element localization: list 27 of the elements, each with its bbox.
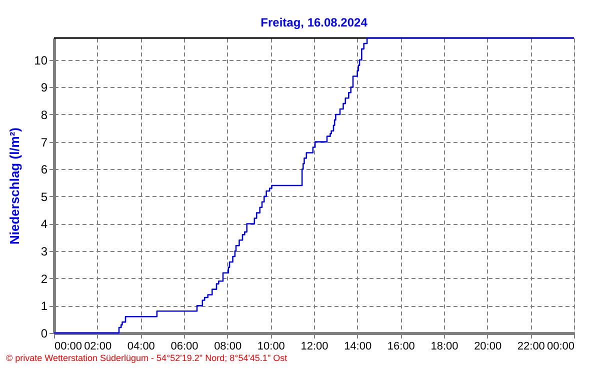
y-tick-label: 10 [34, 53, 48, 68]
y-tick-label: 9 [40, 80, 48, 95]
y-tick-label: 1 [40, 299, 48, 314]
y-tick-label: 3 [40, 244, 48, 259]
x-tick-label: 10:00 [257, 340, 285, 352]
y-tick-label: 5 [40, 190, 48, 204]
x-tick-label: 16:00 [387, 340, 415, 352]
x-tick-label: 04:00 [127, 340, 155, 352]
x-tick-label: 08:00 [214, 340, 242, 352]
y-tick-label: 0 [40, 326, 48, 340]
y-tick-label: 7 [40, 135, 48, 150]
x-tick-label: 14:00 [344, 340, 372, 352]
x-tick-label: 02:00 [84, 340, 112, 352]
x-tick-label: 00:00 [54, 340, 82, 352]
x-tick-label: 22:00 [517, 340, 545, 352]
x-tick-label: 18:00 [430, 340, 458, 352]
y-tick-label: 6 [40, 162, 48, 177]
x-tick-label: 06:00 [170, 340, 198, 352]
y-tick-label: 2 [40, 272, 48, 286]
text: © private Wetterstation Süderlügum - 54°52'19.2" Nord; 8°54'45.1" Ost [6, 353, 288, 363]
y-tick-label: 8 [40, 108, 48, 122]
chart-title: Freitag, 16.08.2024 [260, 15, 368, 30]
x-tick-label: 12:00 [300, 340, 328, 352]
x-tick-label: 00:00 [546, 340, 574, 352]
y-tick-label: 4 [40, 217, 48, 232]
x-tick-label: 20:00 [474, 340, 502, 352]
y-axis-title: Niederschlag (l/m²) [7, 127, 22, 245]
